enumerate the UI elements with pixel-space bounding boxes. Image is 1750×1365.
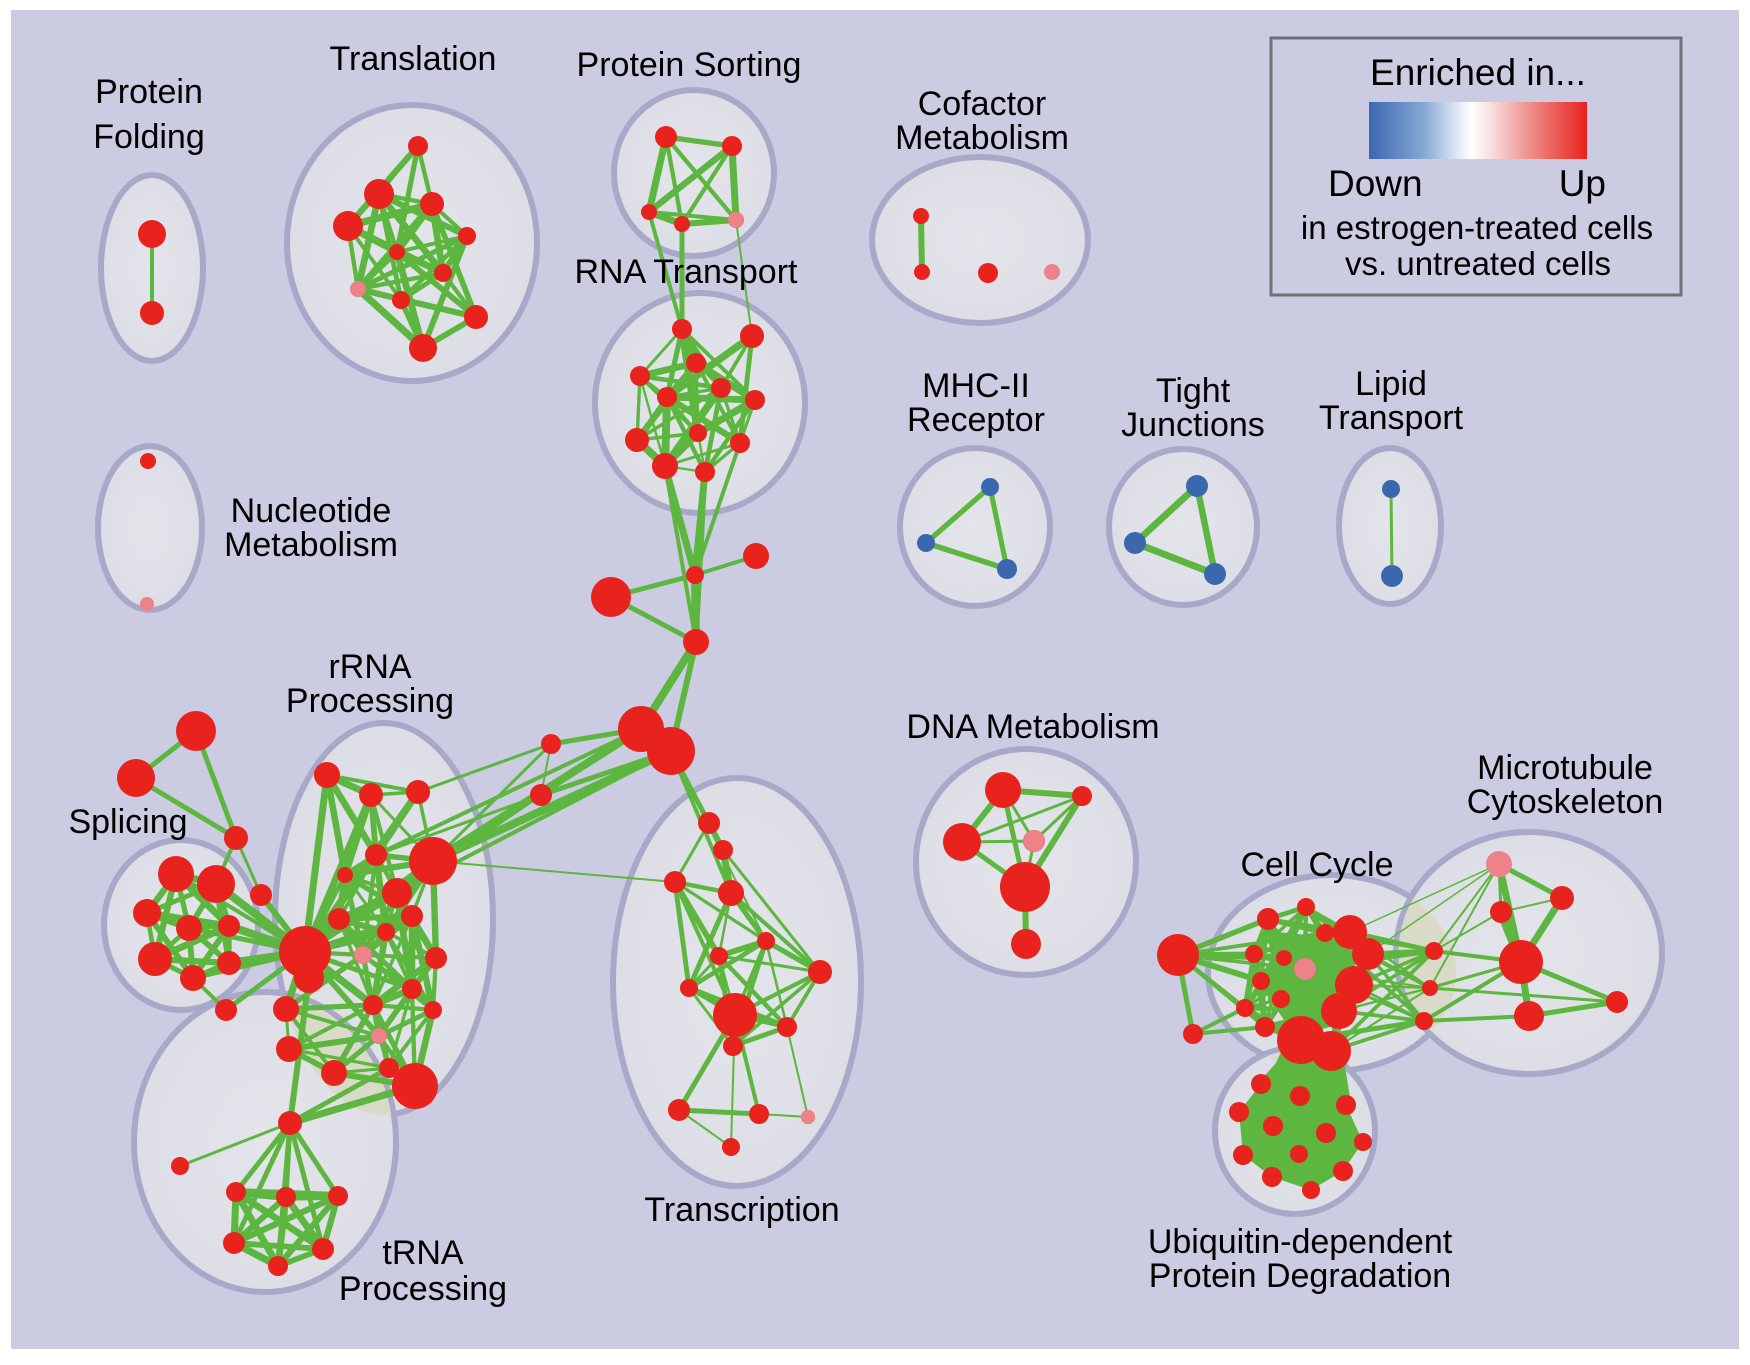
svg-text:Cofactor: Cofactor — [918, 85, 1047, 123]
svg-text:Transcription: Transcription — [644, 1191, 839, 1229]
svg-text:Cytoskeleton: Cytoskeleton — [1467, 783, 1664, 821]
svg-text:Microtubule: Microtubule — [1477, 749, 1653, 787]
svg-text:Enriched in...: Enriched in... — [1370, 52, 1586, 93]
svg-text:rRNA: rRNA — [328, 648, 411, 686]
svg-text:Receptor: Receptor — [907, 401, 1045, 439]
svg-text:Protein: Protein — [95, 73, 203, 111]
svg-text:Protein Degradation: Protein Degradation — [1149, 1257, 1451, 1295]
svg-text:MHC-II: MHC-II — [922, 367, 1030, 405]
svg-text:Cell Cycle: Cell Cycle — [1240, 846, 1393, 884]
svg-text:Tight: Tight — [1156, 372, 1231, 410]
svg-text:Junctions: Junctions — [1121, 406, 1265, 444]
svg-text:in estrogen-treated cells: in estrogen-treated cells — [1301, 209, 1653, 246]
svg-text:RNA Transport: RNA Transport — [575, 253, 799, 291]
svg-text:Nucleotide: Nucleotide — [231, 492, 392, 530]
svg-text:Lipid: Lipid — [1355, 365, 1427, 403]
svg-text:Processing: Processing — [339, 1270, 507, 1308]
svg-text:Down: Down — [1328, 163, 1423, 204]
svg-text:DNA Metabolism: DNA Metabolism — [906, 708, 1159, 746]
svg-text:Metabolism: Metabolism — [224, 526, 398, 564]
svg-text:Up: Up — [1559, 163, 1606, 204]
svg-text:Splicing: Splicing — [68, 803, 187, 841]
svg-text:Processing: Processing — [286, 682, 454, 720]
svg-text:Translation: Translation — [330, 40, 497, 78]
svg-text:Transport: Transport — [1319, 399, 1464, 437]
svg-text:Protein Sorting: Protein Sorting — [577, 46, 802, 84]
svg-text:vs. untreated cells: vs. untreated cells — [1345, 245, 1611, 282]
svg-text:tRNA: tRNA — [382, 1234, 464, 1272]
svg-text:Folding: Folding — [93, 118, 205, 156]
svg-text:Ubiquitin-dependent: Ubiquitin-dependent — [1148, 1223, 1453, 1261]
svg-text:Metabolism: Metabolism — [895, 119, 1069, 157]
